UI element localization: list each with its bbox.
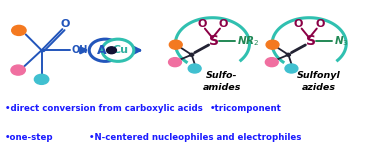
Circle shape (190, 53, 194, 56)
Text: O: O (197, 19, 206, 29)
Text: N$_3$: N$_3$ (334, 34, 349, 48)
Circle shape (285, 64, 298, 73)
Text: •one-step: •one-step (5, 133, 53, 142)
Text: O: O (294, 19, 303, 29)
Text: O: O (61, 19, 70, 29)
Text: A: A (97, 44, 107, 57)
Circle shape (11, 65, 25, 75)
Text: Cu: Cu (113, 45, 129, 55)
Circle shape (265, 58, 278, 67)
Circle shape (266, 40, 279, 49)
Circle shape (107, 47, 116, 54)
Text: OH: OH (71, 45, 88, 55)
Circle shape (169, 58, 181, 67)
Text: •tricomponent: •tricomponent (210, 104, 282, 113)
Text: Sulfonyl
azides: Sulfonyl azides (297, 71, 341, 92)
Circle shape (188, 64, 201, 73)
Text: •N-centered nucleophiles and electrophiles: •N-centered nucleophiles and electrophil… (89, 133, 301, 142)
Circle shape (102, 39, 134, 61)
Circle shape (12, 25, 26, 35)
Text: O: O (218, 19, 228, 29)
Text: S: S (306, 34, 316, 48)
Circle shape (89, 39, 121, 61)
Text: O: O (315, 19, 324, 29)
Circle shape (169, 40, 182, 49)
Circle shape (34, 74, 49, 84)
Text: Sulfo-
amides: Sulfo- amides (203, 71, 241, 92)
Circle shape (287, 53, 291, 56)
Text: S: S (209, 34, 219, 48)
Text: •direct conversion from carboxylic acids: •direct conversion from carboxylic acids (5, 104, 202, 113)
Text: NR$_2$: NR$_2$ (237, 34, 259, 48)
